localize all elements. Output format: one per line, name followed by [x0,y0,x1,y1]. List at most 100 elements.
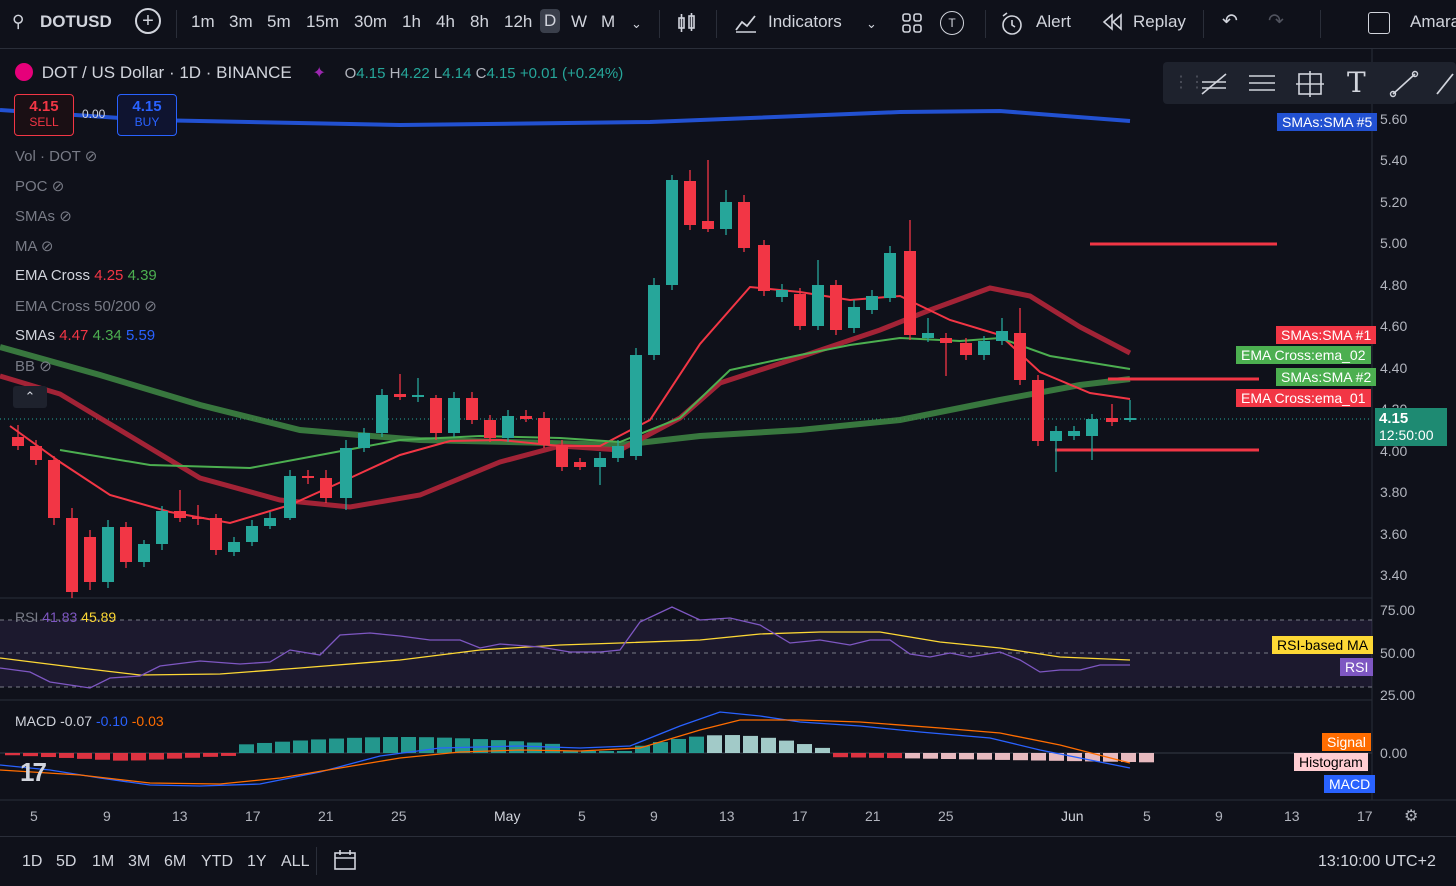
tf-12h[interactable]: 12h [504,12,533,31]
eye-off-icon[interactable]: ⊘ [40,238,54,255]
fib-tool-icon[interactable] [1247,70,1277,103]
range-1m[interactable]: 1M [92,853,115,870]
legend-ema-cross-50-200[interactable]: EMA Cross 50/200 ⊘ [15,298,157,315]
macd-histogram-bar [959,753,974,760]
rsi-legend[interactable]: RSI 41.83 45.89 [15,609,117,625]
replay-icon[interactable] [1101,12,1123,37]
macd-histogram-bar [347,737,362,753]
range-1d[interactable]: 1D [22,853,43,870]
trendline-tool-icon[interactable] [1199,70,1229,103]
range-3m[interactable]: 3M [128,853,151,870]
macd-histogram-bar [23,753,38,757]
drag-handle-icon[interactable]: ⋮⋮ [1173,74,1205,91]
range-all[interactable]: ALL [281,853,310,870]
indicators-button[interactable]: Indicators [768,12,842,31]
fullscreen-icon[interactable] [1368,12,1390,34]
collapse-legend-button[interactable]: ⌃ [13,386,47,408]
chart-area[interactable] [0,49,1456,836]
tf-w[interactable]: W [571,12,588,31]
tf-m[interactable]: M [601,12,616,31]
tf-4h[interactable]: 4h [436,12,455,31]
tradingview-logo-icon[interactable]: 17 [20,757,47,787]
tf-15m[interactable]: 15m [306,12,340,31]
alert-clock-icon[interactable] [1000,12,1024,41]
undo-icon[interactable]: ↶ [1222,11,1238,32]
macd-legend[interactable]: MACD -0.07 -0.10 -0.03 [15,713,164,729]
pattern-tool-icon[interactable] [1295,70,1325,103]
tag-sma1: SMAs:SMA #1 [1276,326,1377,344]
drawing-toolbar: ⋮⋮ T [1163,62,1456,104]
candle-body [648,285,660,355]
legend-smas-hidden[interactable]: SMAs ⊘ [15,208,72,225]
macd-histogram-bar [113,753,128,761]
candle-body [66,518,78,592]
indicators-icon[interactable] [734,12,758,39]
alert-button[interactable]: Alert [1036,12,1071,31]
price-axis-label: 5.40 [1380,152,1408,168]
range-5d[interactable]: 5D [56,853,77,870]
chevron-down-icon[interactable]: ⌄ [631,16,642,31]
time-axis-label: 17 [1357,808,1373,824]
time-axis-label: 17 [792,808,808,824]
legend-poc[interactable]: POC ⊘ [15,178,65,195]
text-tool-icon[interactable]: T [1347,66,1366,99]
tf-1h[interactable]: 1h [402,12,421,31]
sell-button[interactable]: 4.15 SELL [14,94,74,136]
tf-30m[interactable]: 30m [354,12,388,31]
legend-smas[interactable]: SMAs 4.47 4.34 5.59 [15,327,156,344]
tf-1m[interactable]: 1m [191,12,215,31]
templates-button[interactable]: T [940,11,964,35]
tf-d[interactable]: D [540,9,561,33]
price-axis-label: 4.40 [1380,360,1408,376]
macd-histogram-bar [581,751,596,753]
tf-5m[interactable]: 5m [267,12,291,31]
settings-gear-icon[interactable]: ⚙ [1404,808,1419,825]
macd-histogram-bar [167,753,182,759]
candle-body [684,181,696,225]
range-1y[interactable]: 1Y [247,853,267,870]
candle-body [940,338,952,343]
eye-off-icon[interactable]: ⊘ [39,358,52,375]
candle-body [264,518,276,526]
user-menu[interactable]: Amara [1410,12,1456,31]
time-axis-label: 13 [719,808,735,824]
range-ytd[interactable]: YTD [201,853,233,870]
redo-icon[interactable]: ↷ [1268,11,1284,32]
clock-timezone[interactable]: 13:10:00 UTC+2 [1318,853,1436,870]
macd-histogram-bar [635,745,650,753]
top-toolbar: ⚲ DOTUSD + 1m 3m 5m 15m 30m 1h 4h 8h 12h… [0,0,1456,49]
time-axis-label: 9 [103,808,111,824]
buy-button[interactable]: 4.15 BUY [117,94,177,136]
price-chart-canvas[interactable] [0,49,1456,836]
candle-body [996,331,1008,341]
eye-off-icon[interactable]: ⊘ [59,208,72,225]
add-symbol-icon[interactable]: + [135,8,161,34]
legend-ema-cross[interactable]: EMA Cross 4.25 4.39 [15,267,157,284]
legend-bb[interactable]: BB ⊘ [15,358,52,375]
goto-date-icon[interactable] [333,849,357,876]
brush-tool-icon[interactable] [1389,70,1419,103]
eye-off-icon[interactable]: ⊘ [144,298,157,315]
replay-button[interactable]: Replay [1133,12,1186,31]
macd-histogram-bar [275,741,290,753]
legend-ma[interactable]: MA ⊘ [15,238,54,255]
layouts-grid-icon[interactable] [901,12,923,39]
data-source-icon[interactable]: ✦ [312,65,326,82]
legend-vol[interactable]: Vol · DOT ⊘ [15,148,98,165]
pencil-tool-icon[interactable] [1433,70,1455,103]
tf-8h[interactable]: 8h [470,12,489,31]
tf-3m[interactable]: 3m [229,12,253,31]
macd-histogram-bar [545,743,560,753]
chevron-down-icon[interactable]: ⌄ [866,16,877,31]
macd-histogram-bar [185,753,200,758]
candle-body [1124,418,1136,420]
search-icon[interactable]: ⚲ [12,12,25,31]
eye-off-icon[interactable]: ⊘ [51,178,65,195]
candles-type-icon[interactable] [676,12,698,39]
eye-off-icon[interactable]: ⊘ [84,148,98,165]
candle-body [1032,380,1044,441]
candle-body [922,333,934,338]
range-6m[interactable]: 6M [164,853,187,870]
symbol-search[interactable]: DOTUSD [40,12,112,31]
macd-histogram-bar [833,753,848,758]
